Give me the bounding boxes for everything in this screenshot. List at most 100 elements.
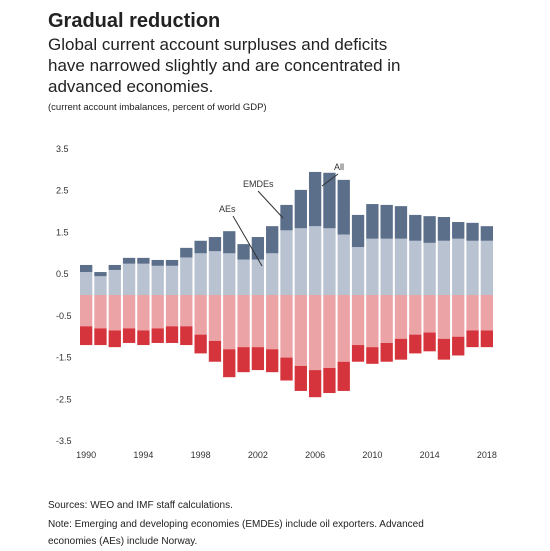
bar-segment [80, 326, 93, 346]
bar-segment [409, 214, 422, 241]
bar-segment [323, 172, 336, 229]
bar-segment [452, 238, 465, 295]
bar-segment [180, 247, 193, 258]
y-tick-label: 2.5 [56, 186, 69, 196]
x-tick-label: 2002 [248, 450, 268, 460]
bar-segment [308, 295, 322, 371]
x-tick-label: 2010 [362, 450, 382, 460]
bar-segment [423, 332, 436, 352]
footnote: Sources: WEO and IMF staff calculations. [48, 500, 233, 511]
bar-segment [237, 295, 250, 348]
bar-segment [423, 216, 436, 243]
subtitle: have narrowed slightly and are concentra… [48, 56, 401, 75]
bar-segment [237, 259, 250, 295]
bar-segment [294, 189, 307, 229]
bar-segment [223, 253, 236, 295]
bar-segment [437, 338, 451, 360]
bar-segment [294, 365, 307, 391]
bar-segment [380, 238, 393, 295]
x-tick-label: 1998 [191, 450, 211, 460]
y-tick-label: -1.5 [56, 353, 72, 363]
x-tick-label: 2014 [420, 450, 440, 460]
bar-segment [223, 295, 236, 350]
y-tick-label: 3.5 [56, 144, 69, 154]
bar-segment [151, 328, 164, 343]
bar-segment [337, 295, 350, 362]
annotation: EMDEs [243, 179, 274, 189]
bar-segment [480, 330, 493, 348]
y-tick-label: 1.5 [56, 227, 69, 237]
bar-segment [480, 226, 493, 241]
bar-segment [266, 349, 279, 373]
annotation-arrow [257, 190, 284, 219]
bar-segment [208, 251, 222, 295]
bar-segment [108, 330, 121, 348]
annotation: AEs [219, 204, 236, 214]
bar-segment [80, 295, 93, 327]
bar-segment [208, 295, 222, 341]
bar-segment [108, 295, 121, 331]
bar-segment [151, 295, 164, 329]
bar-segment [122, 263, 136, 295]
y-tick-label: -3.5 [56, 436, 72, 446]
bar-segment [409, 240, 422, 295]
bar-segment [366, 295, 379, 348]
bar-segment [351, 247, 365, 295]
bar-segment [323, 295, 336, 368]
units-note: (current account imbalances, percent of … [48, 102, 267, 113]
bar-segment [180, 326, 193, 346]
bar-segment [151, 259, 164, 266]
bar-segment [466, 222, 479, 241]
bar-segment [223, 231, 236, 254]
bar-segment [323, 368, 336, 394]
bar-segment [194, 240, 207, 254]
bar-segment [280, 204, 293, 231]
bar-segment [294, 295, 307, 366]
bar-segment [266, 226, 279, 254]
bar-segment [165, 259, 179, 266]
bar-segment [237, 347, 250, 373]
bar-segment [137, 263, 150, 295]
bar-segment [280, 230, 293, 295]
bar-segment [437, 216, 451, 241]
subtitle: Global current account surpluses and def… [48, 35, 387, 54]
bar-segment [351, 345, 365, 362]
bar-segment [380, 204, 393, 239]
bar-segment [294, 228, 307, 295]
y-tick-label: -2.5 [56, 394, 72, 404]
bar-segment [194, 295, 207, 335]
bar-segment [108, 264, 121, 270]
bar-segment [137, 295, 150, 331]
bar-segment [194, 253, 207, 295]
bar-segment [409, 334, 422, 354]
bar-segment [266, 295, 279, 350]
bar-segment [94, 328, 107, 346]
bar-segment [122, 295, 136, 329]
bar-segment [394, 338, 408, 360]
x-tick-label: 1994 [133, 450, 153, 460]
x-tick-label: 2006 [305, 450, 325, 460]
bar-segment [466, 295, 479, 331]
bar-segment [137, 257, 150, 264]
bar-segment [437, 240, 451, 295]
bar-segment [280, 357, 293, 381]
bar-segment [480, 295, 493, 331]
bar-segment [165, 295, 179, 327]
bar-segment [423, 242, 436, 295]
footnote: economies (AEs) include Norway. [48, 536, 197, 547]
bar-segment [394, 238, 408, 295]
bar-segment [94, 295, 107, 329]
bar-segment [394, 295, 408, 339]
bar-segment [208, 340, 222, 362]
bar-segment [466, 240, 479, 295]
bar-segment [308, 370, 322, 398]
chart-title: Gradual reduction [48, 10, 220, 32]
y-tick-label: -0.5 [56, 311, 72, 321]
bar-segment [366, 347, 379, 364]
bar-segment [251, 295, 265, 348]
bar-segment [308, 171, 322, 227]
bar-segment [266, 253, 279, 295]
bar-segment [380, 295, 393, 343]
bar-segment [94, 276, 107, 295]
bar-segment [337, 234, 350, 295]
